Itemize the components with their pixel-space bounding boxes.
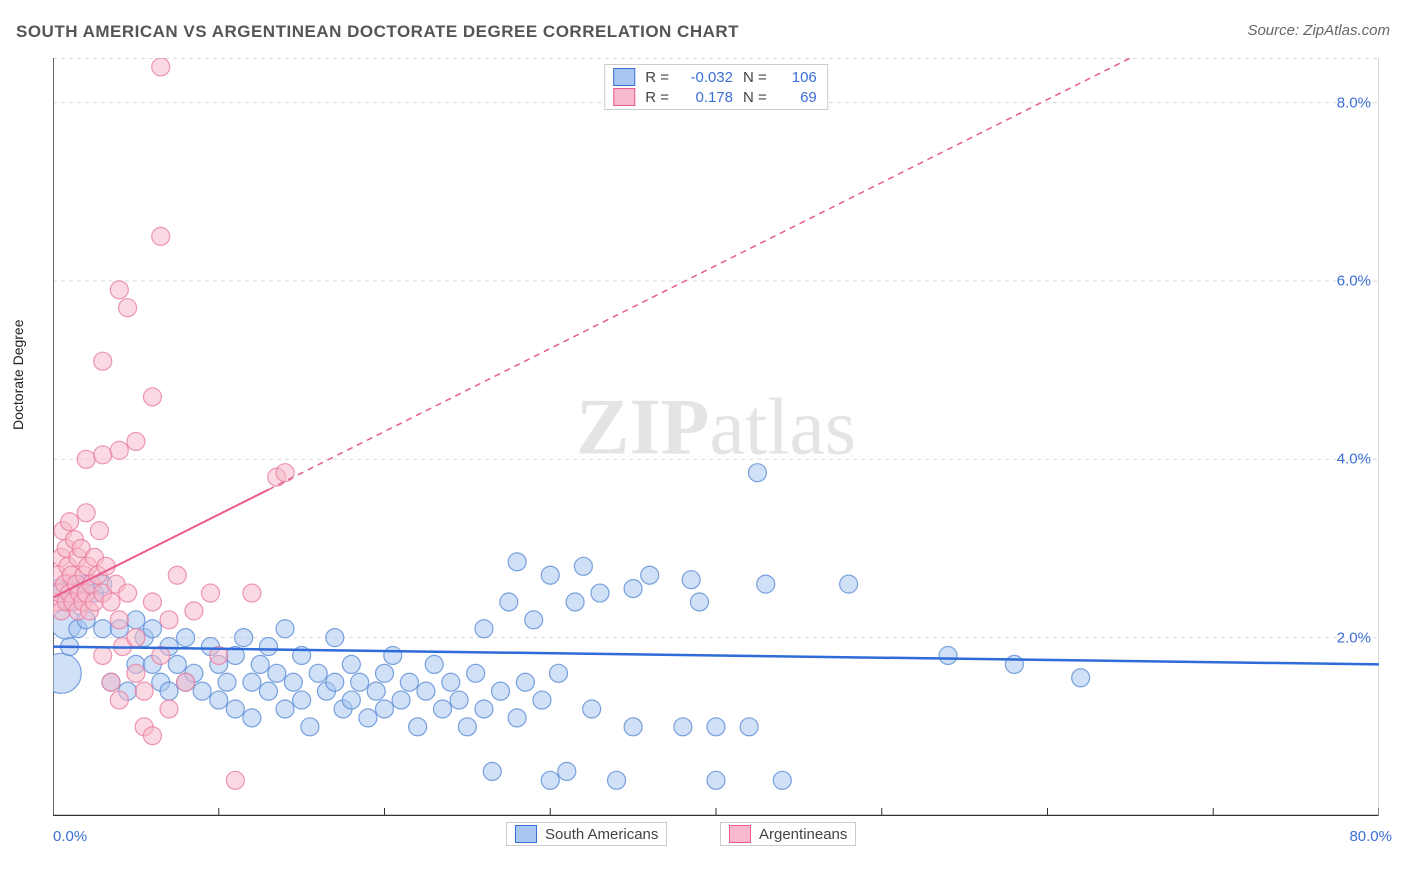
swatch-pink-icon <box>613 88 635 106</box>
chart-title: SOUTH AMERICAN VS ARGENTINEAN DOCTORATE … <box>16 22 739 42</box>
legend-argentineans: Argentineans <box>720 822 856 846</box>
stats-row-pink: R = 0.178 N = 69 <box>613 87 817 107</box>
stats-r-pink: 0.178 <box>679 89 733 106</box>
stats-row-blue: R = -0.032 N = 106 <box>613 67 817 87</box>
plot-svg <box>53 58 1379 816</box>
legend-south-americans: South Americans <box>506 822 667 846</box>
x-min-label: 0.0% <box>53 828 87 845</box>
chart-container: SOUTH AMERICAN VS ARGENTINEAN DOCTORATE … <box>0 0 1406 892</box>
y-tick-label: 6.0% <box>1337 272 1371 289</box>
stats-n-label-2: N = <box>743 89 767 106</box>
legend-pink-label: Argentineans <box>759 826 847 843</box>
swatch-blue-icon <box>515 825 537 843</box>
swatch-pink-icon <box>729 825 751 843</box>
stats-n-label: N = <box>743 69 767 86</box>
legend-blue-label: South Americans <box>545 826 658 843</box>
swatch-blue-icon <box>613 68 635 86</box>
plot-area: ZIPatlas R = -0.032 N = 106 R = 0.178 N … <box>53 58 1379 816</box>
y-tick-label: 2.0% <box>1337 629 1371 646</box>
y-tick-label: 4.0% <box>1337 451 1371 468</box>
stats-n-pink: 69 <box>777 89 817 106</box>
chart-source: Source: ZipAtlas.com <box>1247 22 1390 39</box>
y-axis-label: Doctorate Degree <box>10 319 26 430</box>
stats-n-blue: 106 <box>777 69 817 86</box>
stats-box: R = -0.032 N = 106 R = 0.178 N = 69 <box>604 64 828 110</box>
stats-r-label-2: R = <box>645 89 669 106</box>
y-tick-label: 8.0% <box>1337 94 1371 111</box>
stats-r-label: R = <box>645 69 669 86</box>
stats-r-blue: -0.032 <box>679 69 733 86</box>
x-max-label: 80.0% <box>1349 828 1392 845</box>
